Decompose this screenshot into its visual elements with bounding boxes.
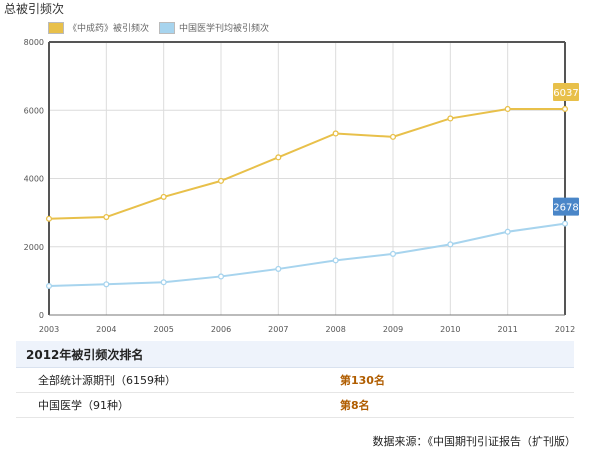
- data-point: [217, 273, 225, 280]
- data-source: 数据来源：《中国期刊引证报告（扩刊版）: [372, 435, 577, 448]
- data-point: [447, 115, 454, 122]
- end-data-label: 6037: [553, 88, 578, 99]
- x-tick-label: 2011: [497, 325, 517, 334]
- x-tick-label: 2008: [325, 325, 345, 334]
- data-point: [504, 228, 511, 235]
- legend-label-series-1: 《中成药》被引频次: [68, 24, 150, 34]
- y-tick-label: 8000: [24, 38, 44, 47]
- x-tick-label: 2004: [96, 325, 116, 334]
- data-point: [332, 257, 339, 264]
- legend-swatch-series-1: [48, 21, 64, 34]
- data-point: [160, 193, 167, 200]
- legend-item-series-1[interactable]: 《中成药》被引频次: [48, 21, 149, 34]
- end-data-label: 2678: [553, 203, 578, 214]
- data-point: [389, 133, 397, 140]
- data-point: [332, 130, 339, 137]
- data-point: [389, 250, 397, 257]
- y-tick-label: 6000: [24, 106, 44, 115]
- y-tick-label: 4000: [24, 175, 44, 184]
- data-point: [45, 282, 53, 290]
- legend-item-series-2[interactable]: 中国医学刊均被引频次: [159, 21, 269, 34]
- x-tick-label: 2009: [383, 325, 403, 334]
- ranking-row-label: 全部统计源期刊（6159种）: [38, 374, 176, 387]
- data-point: [561, 105, 569, 113]
- data-point: [561, 220, 569, 227]
- y-tick-label: 0: [39, 311, 44, 320]
- data-point: [447, 241, 454, 248]
- page-title: 总被引频次: [4, 2, 65, 16]
- ranking-row-label: 中国医学（91种）: [38, 399, 129, 412]
- data-point: [160, 279, 167, 286]
- data-point: [217, 177, 225, 184]
- data-point: [45, 215, 53, 222]
- x-tick-label: 2012: [555, 325, 575, 334]
- ranking-title: 2012年被引频次排名: [26, 348, 144, 362]
- data-point: [103, 214, 110, 221]
- ranking-row-value: 第8名: [340, 399, 370, 412]
- x-tick-label: 2007: [268, 325, 288, 334]
- y-tick-label: 2000: [24, 243, 44, 252]
- legend-swatch-series-2: [159, 21, 176, 34]
- ranking-row-value: 第130名: [340, 374, 385, 387]
- data-point: [103, 281, 110, 288]
- ranking-row: 中国医学（91种） 第8名: [16, 393, 574, 418]
- x-tick-label: 2003: [39, 325, 59, 334]
- data-point: [504, 105, 511, 113]
- end-label-box: [553, 82, 579, 101]
- ranking-header: 2012年被引频次排名: [16, 341, 574, 368]
- chart-legend: 《中成药》被引频次 中国医学刊均被引频次: [48, 21, 279, 34]
- x-tick-label: 2010: [440, 325, 460, 334]
- data-point: [275, 265, 282, 272]
- x-tick-label: 2005: [153, 325, 173, 334]
- series-line-2: [48, 222, 566, 287]
- ranking-row: 全部统计源期刊（6159种） 第130名: [16, 368, 574, 393]
- data-point: [275, 154, 282, 161]
- end-label-box: [553, 197, 579, 216]
- legend-label-series-2: 中国医学刊均被引频次: [179, 24, 270, 34]
- series-line-1: [48, 107, 565, 220]
- x-tick-label: 2006: [211, 325, 231, 334]
